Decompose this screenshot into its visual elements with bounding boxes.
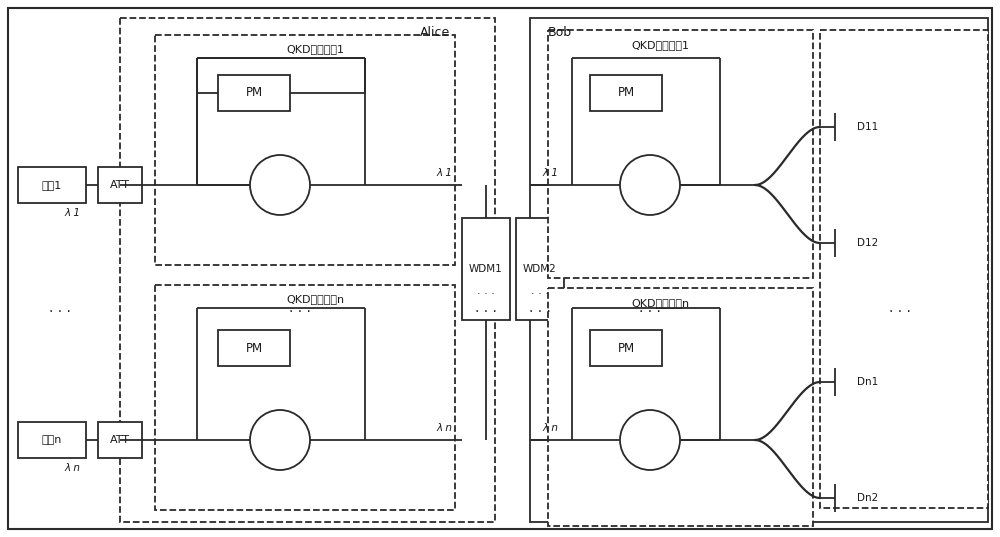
Bar — [820, 30, 988, 508]
Text: QKD编码模块1: QKD编码模块1 — [286, 44, 344, 54]
Bar — [155, 285, 455, 510]
Text: ATT: ATT — [110, 180, 130, 190]
Bar — [516, 218, 564, 320]
Text: · · ·: · · · — [49, 305, 71, 319]
Text: Dn1: Dn1 — [857, 377, 878, 387]
Bar — [18, 422, 86, 458]
Text: · · ·: · · · — [475, 305, 497, 319]
Text: Dn2: Dn2 — [857, 493, 878, 503]
Bar — [18, 167, 86, 203]
Bar — [120, 18, 495, 522]
Text: Bob: Bob — [548, 25, 572, 39]
Text: QKD解码模块1: QKD解码模块1 — [631, 40, 689, 50]
Text: · · ·: · · · — [289, 305, 311, 319]
Text: WDM1: WDM1 — [469, 264, 503, 274]
Text: · · ·: · · · — [531, 289, 549, 299]
Text: λ n: λ n — [542, 423, 558, 433]
Bar — [548, 288, 813, 526]
Text: λ 1: λ 1 — [436, 168, 452, 178]
Text: ATT: ATT — [110, 435, 130, 445]
Text: D12: D12 — [857, 238, 878, 248]
Circle shape — [250, 410, 310, 470]
Bar — [155, 35, 455, 265]
Text: Alice: Alice — [420, 25, 450, 39]
Circle shape — [620, 410, 680, 470]
Text: λ 1: λ 1 — [542, 168, 558, 178]
Bar — [530, 18, 988, 522]
Text: PM: PM — [245, 342, 263, 354]
Circle shape — [620, 155, 680, 215]
Text: λ n: λ n — [436, 423, 452, 433]
Text: · · ·: · · · — [639, 305, 661, 319]
Text: PM: PM — [617, 86, 635, 99]
Text: QKD解码模块n: QKD解码模块n — [631, 298, 689, 308]
Text: PM: PM — [617, 342, 635, 354]
Bar — [462, 218, 510, 320]
Text: 光源n: 光源n — [42, 435, 62, 445]
Text: PM: PM — [245, 86, 263, 99]
Text: QKD编码模块n: QKD编码模块n — [286, 294, 344, 304]
Bar — [548, 30, 813, 278]
Text: λ n: λ n — [64, 463, 80, 473]
Text: λ 1: λ 1 — [64, 208, 80, 218]
Bar — [98, 422, 142, 458]
Text: · · ·: · · · — [889, 305, 911, 319]
Text: · · ·: · · · — [477, 289, 495, 299]
Text: WDM2: WDM2 — [523, 264, 557, 274]
Circle shape — [250, 155, 310, 215]
Text: D11: D11 — [857, 122, 878, 132]
Bar — [98, 167, 142, 203]
Bar — [590, 75, 662, 111]
Text: 光源1: 光源1 — [42, 180, 62, 190]
Bar — [218, 330, 290, 366]
Bar — [218, 75, 290, 111]
Bar — [590, 330, 662, 366]
Text: · · ·: · · · — [529, 305, 551, 319]
